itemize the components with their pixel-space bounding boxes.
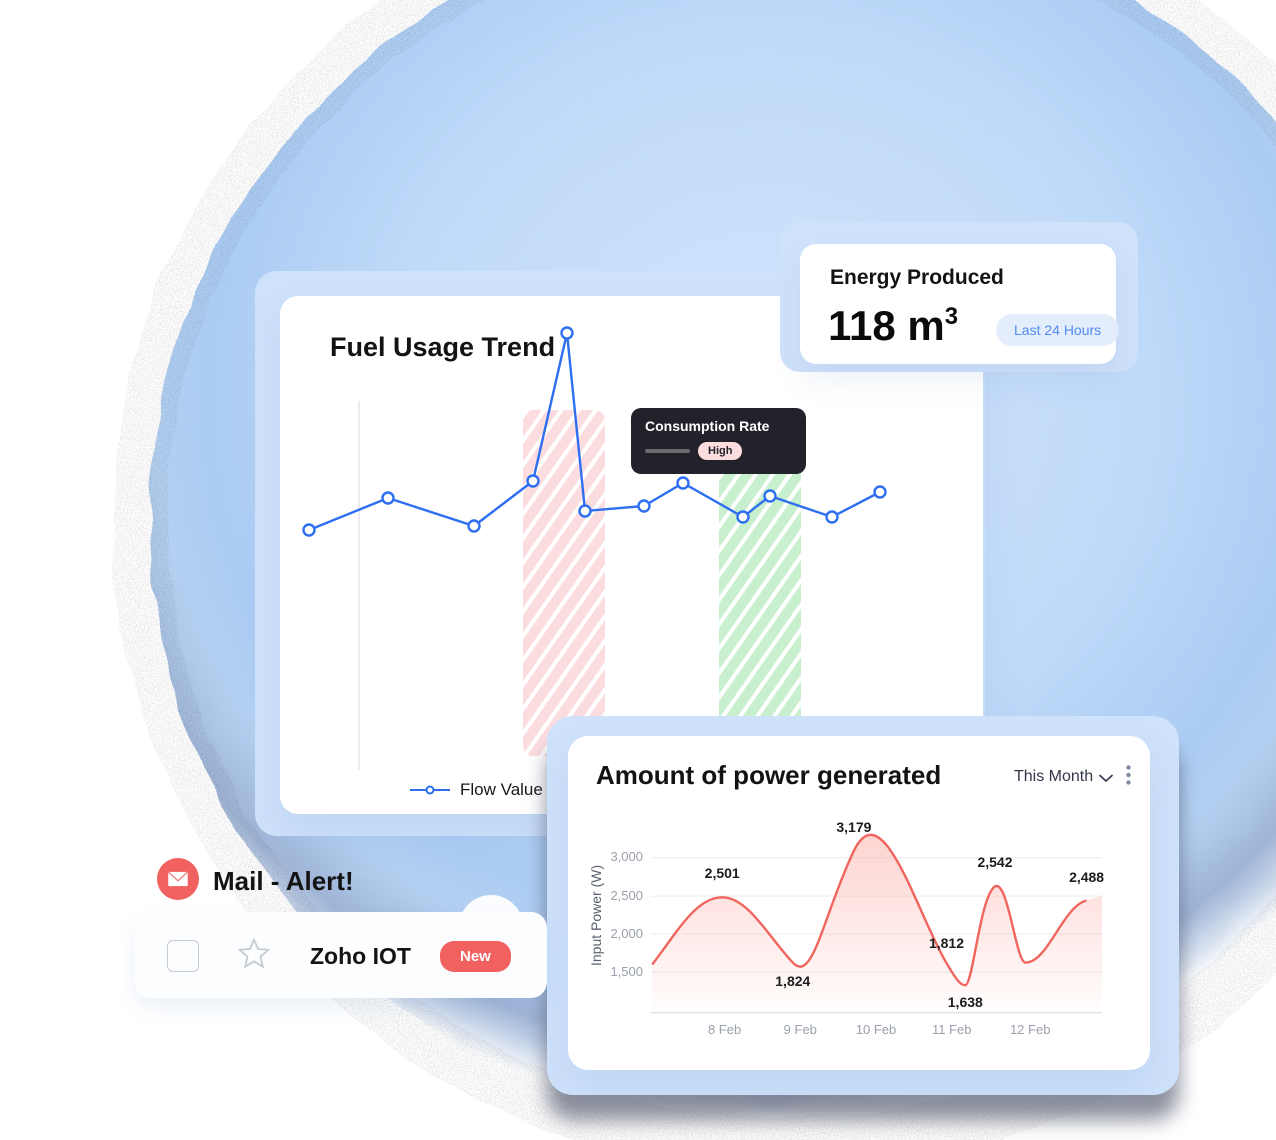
svg-text:11 Feb: 11 Feb <box>932 1022 972 1037</box>
svg-text:2,000: 2,000 <box>610 926 643 941</box>
svg-text:1,638: 1,638 <box>948 994 983 1010</box>
svg-text:2,501: 2,501 <box>705 865 740 881</box>
svg-text:3,179: 3,179 <box>836 819 871 835</box>
svg-text:10 Feb: 10 Feb <box>856 1022 896 1037</box>
svg-text:2,542: 2,542 <box>977 854 1012 870</box>
svg-text:12 Feb: 12 Feb <box>1010 1022 1050 1037</box>
svg-text:1,500: 1,500 <box>610 964 643 979</box>
svg-text:2,500: 2,500 <box>610 888 643 903</box>
svg-text:3,000: 3,000 <box>610 849 643 864</box>
svg-text:1,824: 1,824 <box>775 973 810 989</box>
svg-text:8 Feb: 8 Feb <box>708 1022 741 1037</box>
svg-text:9 Feb: 9 Feb <box>784 1022 817 1037</box>
svg-text:1,812: 1,812 <box>929 935 964 951</box>
svg-text:2,488: 2,488 <box>1069 869 1104 885</box>
